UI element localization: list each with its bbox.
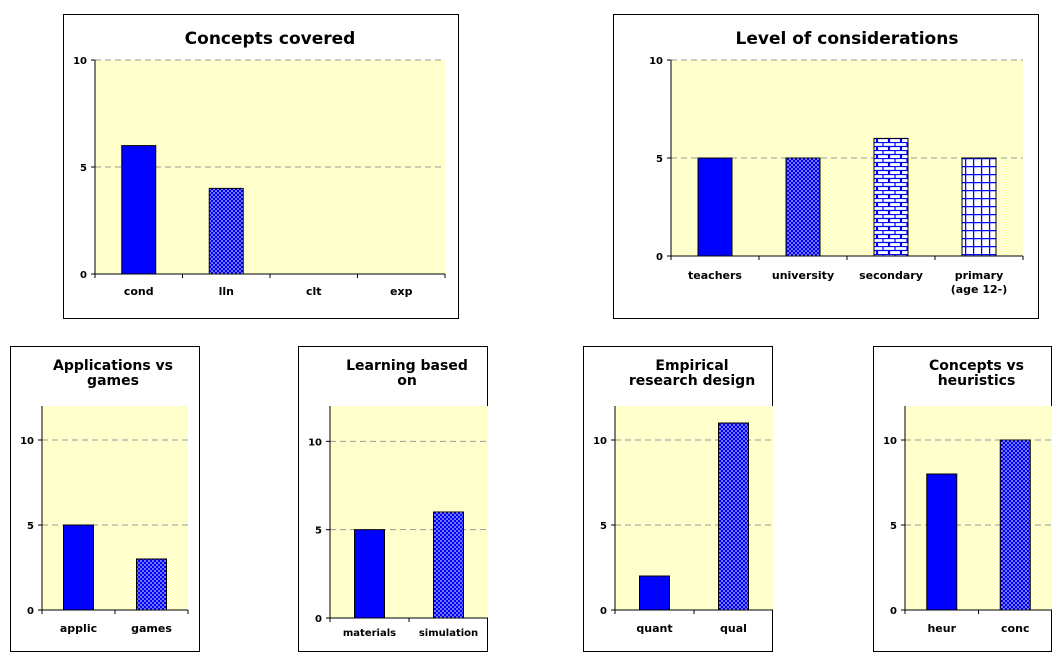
chart-learning-based-on: Learning based on 0 5 10 materials simulation	[298, 346, 488, 652]
bar-applic	[63, 524, 94, 611]
bar-lln	[208, 187, 244, 275]
y-tick-label: 5	[600, 521, 607, 532]
x-category-label: teachers	[688, 269, 742, 282]
x-category-label: materials	[343, 628, 396, 639]
chart-title: Empirical research design	[629, 358, 755, 389]
y-tick-label: 0	[27, 606, 34, 617]
y-tick-label: 5	[656, 154, 663, 165]
bar-materials	[354, 529, 385, 619]
y-tick-label: 0	[600, 606, 607, 617]
chart-concepts-covered: Concepts covered 0 5 10 cond lln clt exp	[63, 14, 459, 320]
chart-applications-vs-games: Applications vs games 0 5 10 applic games	[10, 346, 200, 652]
bar-qual	[718, 422, 749, 611]
x-category-label: quant	[636, 622, 672, 635]
y-tick-label: 10	[20, 436, 34, 447]
chart-svg: Concepts vs heuristics 0 5 10 heur conc	[873, 346, 1052, 652]
chart-svg: Concepts covered 0 5 10 cond lln clt exp	[63, 14, 459, 319]
chart-concepts-vs-heuristics: Concepts vs heuristics 0 5 10 heur conc	[873, 346, 1052, 652]
bar-heur	[926, 473, 958, 611]
x-category-label: applic	[60, 622, 97, 635]
x-category-label: heur	[927, 622, 956, 635]
x-category-label: qual	[720, 622, 747, 635]
x-category-label: secondary	[859, 269, 923, 282]
bar-primary	[961, 157, 997, 257]
y-tick-label: 0	[890, 606, 897, 617]
x-category-label: exp	[390, 285, 413, 298]
bar-cond	[121, 145, 157, 275]
chart-title: Applications vs games	[53, 358, 173, 389]
chart-title: Concepts vs heuristics	[929, 358, 1024, 389]
bar-university	[785, 157, 821, 257]
chart-svg: Learning based on 0 5 10 materials simulation	[298, 346, 488, 652]
x-category-label: lln	[219, 285, 234, 298]
y-tick-label: 10	[593, 436, 607, 447]
x-category-label: primary (age 12-)	[951, 269, 1008, 296]
y-tick-label: 0	[80, 270, 87, 281]
y-tick-label: 10	[308, 437, 322, 448]
chart-title: Concepts covered	[185, 29, 356, 49]
y-tick-label: 5	[315, 526, 322, 537]
bar-teachers	[697, 157, 733, 257]
y-tick-label: 0	[656, 252, 663, 263]
bar-games	[136, 558, 167, 611]
bar-conc	[999, 439, 1031, 611]
bar-simulation	[433, 511, 464, 619]
chart-title: Learning based on	[346, 358, 468, 389]
y-tick-label: 5	[27, 521, 34, 532]
x-category-label: cond	[124, 285, 154, 298]
y-tick-label: 5	[80, 163, 87, 174]
bar-quant	[639, 575, 670, 611]
x-category-label: simulation	[419, 628, 478, 639]
x-category-label: conc	[1001, 622, 1029, 635]
chart-title: Level of considerations	[736, 29, 959, 49]
chart-level-of-considerations: Level of considerations 0 5 10 teachers unive…	[613, 14, 1039, 320]
chart-svg: Level of considerations 0 5 10 teachers unive…	[613, 14, 1039, 319]
x-category-label: games	[131, 622, 172, 635]
y-tick-label: 5	[890, 521, 897, 532]
bar-secondary	[873, 137, 909, 257]
plot-area	[330, 406, 488, 618]
plot-area	[615, 406, 773, 610]
x-category-label: university	[772, 269, 834, 282]
y-tick-label: 10	[883, 436, 897, 447]
chart-empirical-research-design: Empirical research design 0 5 10 quant qual	[583, 346, 773, 652]
y-tick-label: 10	[73, 56, 87, 67]
y-tick-label: 0	[315, 614, 322, 625]
chart-svg: Empirical research design 0 5 10 quant qual	[583, 346, 773, 652]
chart-svg: Applications vs games 0 5 10 applic games	[10, 346, 200, 652]
y-tick-label: 10	[649, 56, 663, 67]
x-category-label: clt	[306, 285, 322, 298]
